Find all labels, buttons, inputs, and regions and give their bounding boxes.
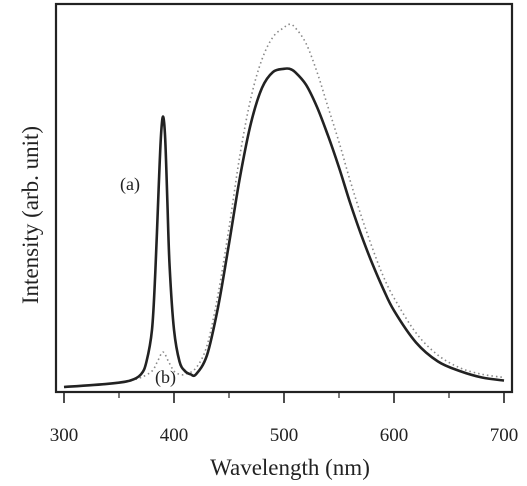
x-tick-label-400: 400 [160,425,189,446]
plot-frame [56,4,512,392]
x-ticks [64,392,504,403]
x-tick-label-500: 500 [270,425,299,446]
series-line-a [64,68,504,387]
x-axis-title: Wavelength (nm) [210,455,370,480]
annotation-b: (b) [155,367,176,388]
x-tick-labels: 300 400 500 600 700 [50,425,519,446]
y-axis-title: Intensity (arb. unit) [18,126,43,304]
x-tick-label-300: 300 [50,425,79,446]
series-line-b [64,24,504,387]
x-tick-label-600: 600 [380,425,409,446]
annotation-a: (a) [120,174,140,195]
series-layer [64,24,504,387]
x-tick-label-700: 700 [490,425,519,446]
